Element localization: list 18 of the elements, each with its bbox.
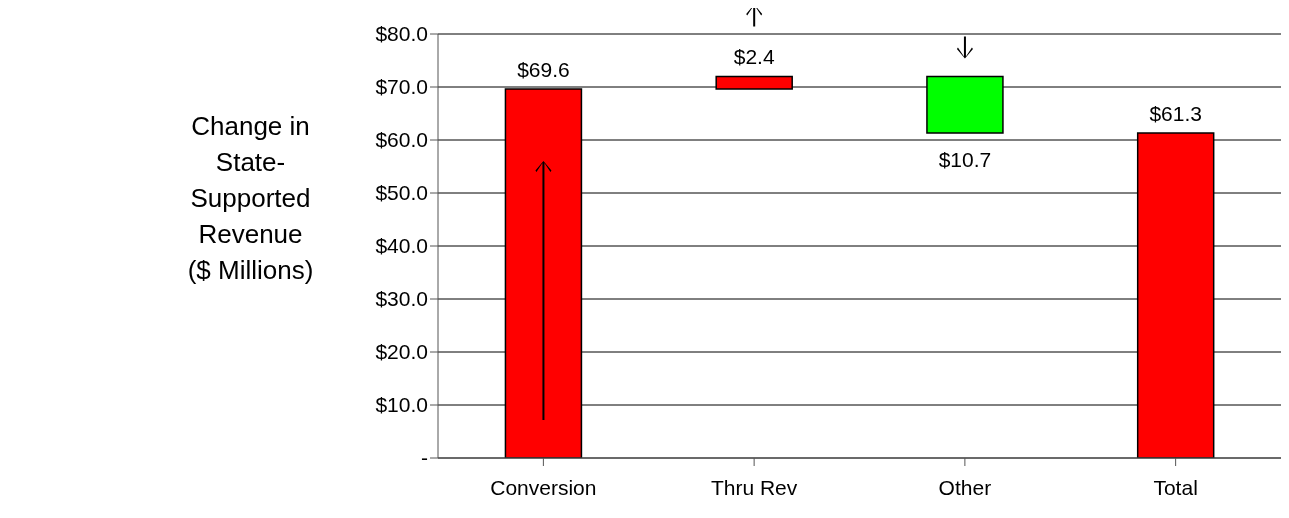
y-tick-label: $10.0	[375, 393, 428, 417]
y-tick-label: $50.0	[375, 181, 428, 205]
x-tick-label: Other	[938, 475, 992, 499]
y-tick-label: $80.0	[375, 22, 428, 46]
data-label: $69.6	[517, 58, 570, 82]
y-tick-label: $20.0	[375, 340, 428, 364]
data-label: $61.3	[1149, 102, 1202, 126]
y-tick-label: $30.0	[375, 287, 428, 311]
x-tick-label: Total	[1153, 475, 1198, 499]
y-tick-label: $70.0	[375, 75, 428, 99]
data-label: $2.4	[733, 45, 775, 69]
data-label: $10.7	[938, 148, 992, 172]
y-tick-label: -	[421, 446, 428, 470]
x-tick-label: Thru Rev	[710, 475, 798, 499]
y-tick-label: $60.0	[375, 128, 428, 152]
x-tick-label: Conversion	[490, 475, 597, 499]
y-axis-title: Change in State-Supported Revenue ($ Millions)	[186, 110, 315, 287]
y-tick-label: $40.0	[375, 234, 428, 258]
